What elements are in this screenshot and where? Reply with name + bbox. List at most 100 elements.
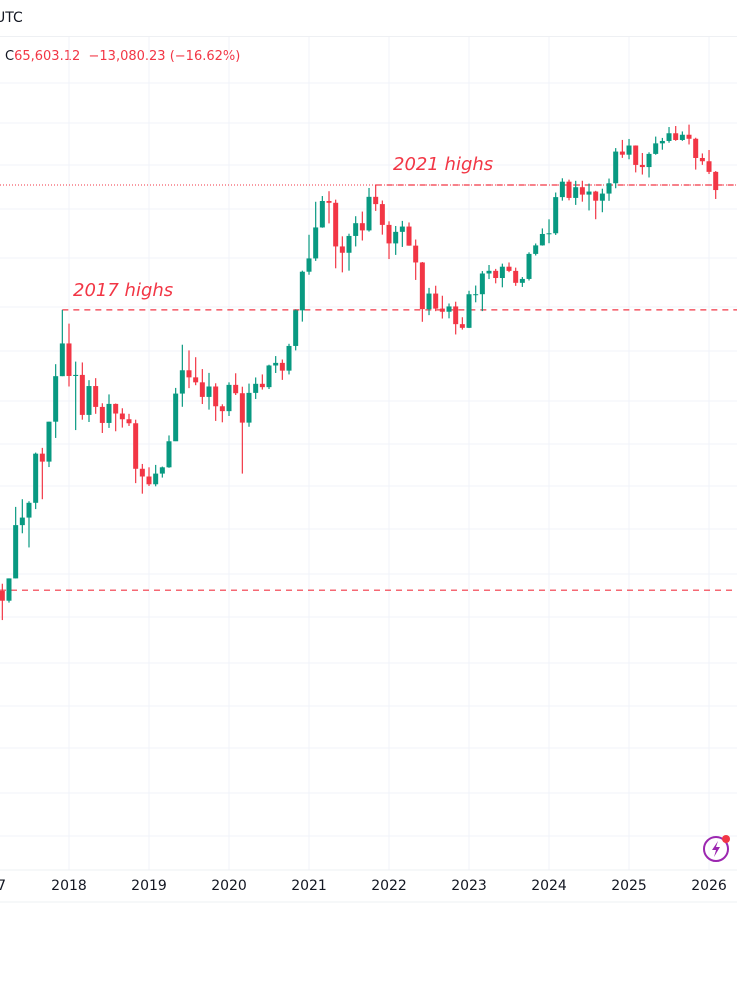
candle[interactable] [446,303,452,319]
candle[interactable] [526,252,532,281]
candle[interactable] [279,359,285,380]
candle[interactable] [33,452,39,510]
candle[interactable] [66,323,72,387]
candle[interactable] [599,188,605,213]
candle[interactable] [673,126,679,141]
candle[interactable] [713,171,719,199]
candle[interactable] [286,343,292,375]
candle[interactable] [579,180,585,202]
candle[interactable] [553,192,559,235]
candle[interactable] [486,265,492,280]
candle[interactable] [159,466,165,478]
candle[interactable] [339,236,345,273]
candle[interactable] [226,382,232,416]
candle[interactable] [419,261,425,322]
candle[interactable] [493,268,499,284]
candle[interactable] [479,271,485,312]
candle[interactable] [186,350,192,389]
candle[interactable] [393,225,399,255]
candle[interactable] [539,228,545,246]
candle[interactable] [359,211,365,241]
candle[interactable] [153,464,159,487]
candle[interactable] [666,127,672,143]
candle[interactable] [633,145,639,173]
candle[interactable] [206,372,212,410]
candle[interactable] [693,137,699,170]
candle[interactable] [566,179,572,201]
candle[interactable] [413,239,419,280]
timezone-label[interactable]: UTC [0,10,23,26]
candle[interactable] [506,262,512,273]
candle[interactable] [59,309,65,377]
candle[interactable] [273,356,279,373]
candle[interactable] [386,221,392,260]
candle[interactable] [659,137,665,150]
candle[interactable] [306,234,312,275]
candle[interactable] [146,467,152,487]
candle[interactable] [93,378,99,414]
candle[interactable] [433,285,439,312]
candle[interactable] [119,408,125,428]
candle[interactable] [333,199,339,269]
candle[interactable] [699,153,705,165]
candle[interactable] [213,383,219,421]
candle[interactable] [593,190,599,220]
candle[interactable] [106,394,112,428]
candle[interactable] [219,404,225,423]
candle[interactable] [466,290,472,329]
candle[interactable] [473,285,479,303]
candle[interactable] [459,317,465,330]
candle[interactable] [613,148,619,189]
candle[interactable] [353,216,359,247]
candle[interactable] [13,506,19,579]
candle[interactable] [173,387,179,442]
candle[interactable] [239,386,245,474]
candle[interactable] [259,374,265,390]
candle[interactable] [246,383,252,427]
candle[interactable] [626,138,632,160]
candle[interactable] [519,277,525,287]
candle[interactable] [606,178,612,201]
candle[interactable] [73,361,79,431]
annotation-2017-highs[interactable]: 2017 highs [73,280,173,301]
candle[interactable] [706,150,712,175]
candle[interactable] [399,220,405,247]
candle[interactable] [439,295,445,319]
candle[interactable] [233,373,239,395]
lightning-icon[interactable] [701,832,733,864]
candle[interactable] [19,499,25,534]
candle[interactable] [573,180,579,205]
candle[interactable] [266,364,272,390]
candle[interactable] [373,185,379,211]
candle[interactable] [379,200,385,235]
candle[interactable] [0,583,5,621]
candle[interactable] [199,369,205,405]
candle[interactable] [426,287,432,316]
candle[interactable] [639,153,645,175]
candle[interactable] [453,301,459,335]
candle[interactable] [679,131,685,141]
candle[interactable] [586,183,592,211]
annotation-2021-highs[interactable]: 2021 highs [393,154,493,175]
candle[interactable] [293,309,299,351]
candle[interactable] [139,463,145,494]
candle[interactable] [619,139,625,158]
candle[interactable] [366,187,372,232]
candle[interactable] [319,196,325,228]
candle[interactable] [126,413,132,426]
candle[interactable] [313,201,319,261]
candle[interactable] [513,267,519,286]
candle[interactable] [646,152,652,178]
candle[interactable] [686,124,692,145]
candle[interactable] [79,362,85,420]
candle[interactable] [346,233,352,271]
candle[interactable] [46,421,52,468]
candle[interactable] [133,419,139,484]
candle[interactable] [86,380,92,423]
candle[interactable] [26,501,32,548]
candle[interactable] [326,191,332,224]
candle[interactable] [653,136,659,155]
candle[interactable] [406,222,412,246]
candle[interactable] [546,219,552,244]
